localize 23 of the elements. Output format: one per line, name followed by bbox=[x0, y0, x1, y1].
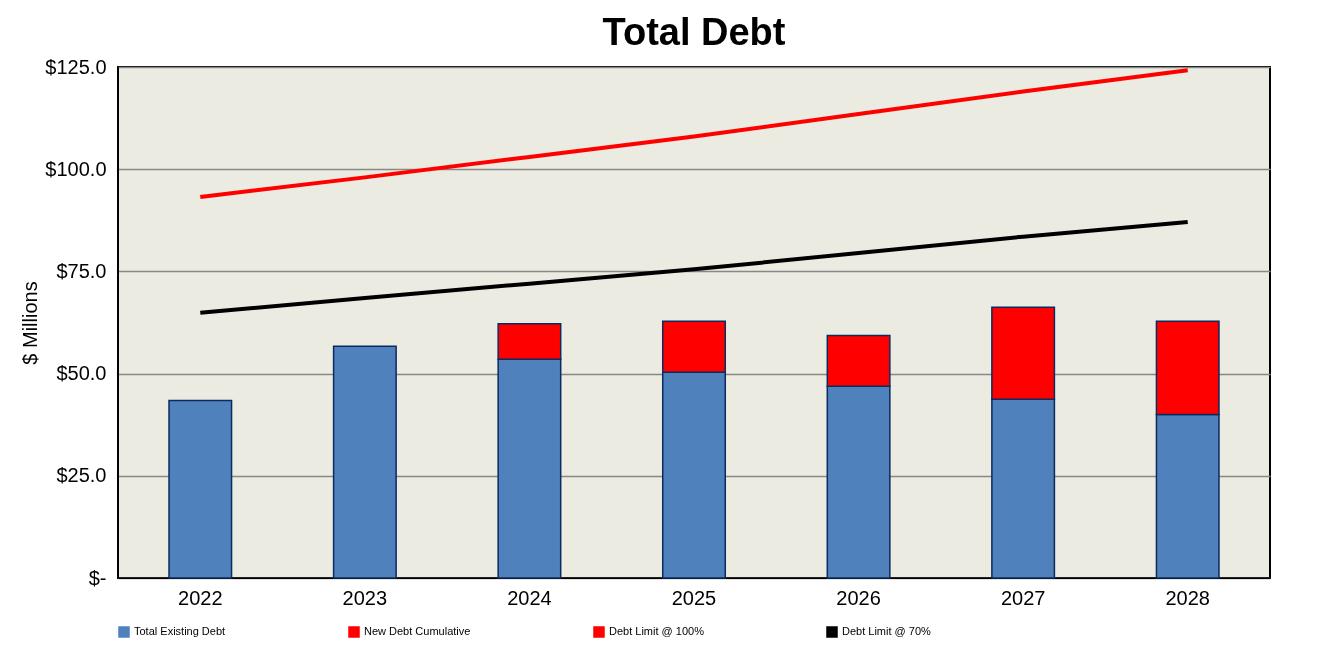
x-tick-label: 2028 bbox=[1165, 586, 1210, 609]
bar bbox=[332, 345, 397, 579]
line-series bbox=[198, 219, 1190, 315]
bar bbox=[168, 399, 233, 579]
x-tick-label: 2025 bbox=[671, 586, 717, 609]
legend-label: New Debt Cumulative bbox=[364, 625, 471, 637]
y-tick-label: $75.0 bbox=[56, 259, 107, 282]
line-series bbox=[198, 68, 1190, 199]
x-tick-label: 2023 bbox=[342, 586, 388, 609]
y-axis-title: $ Millions bbox=[19, 281, 42, 365]
x-tick-label: 2022 bbox=[178, 586, 223, 609]
chart-title: Total Debt bbox=[602, 11, 786, 53]
legend-label: Debt Limit @ 100% bbox=[609, 625, 705, 637]
y-tick-label: $- bbox=[88, 566, 107, 589]
x-tick-label: 2024 bbox=[507, 586, 552, 609]
legend-label: Debt Limit @ 70% bbox=[842, 625, 932, 637]
y-tick-label: $100.0 bbox=[45, 157, 107, 180]
legend-label: Total Existing Debt bbox=[134, 625, 226, 637]
y-tick-label: $125.0 bbox=[45, 55, 107, 78]
x-tick-label: 2026 bbox=[836, 586, 881, 609]
y-tick-label: $50.0 bbox=[56, 362, 107, 385]
y-tick-label: $25.0 bbox=[56, 464, 107, 487]
x-tick-label: 2027 bbox=[1000, 586, 1046, 609]
